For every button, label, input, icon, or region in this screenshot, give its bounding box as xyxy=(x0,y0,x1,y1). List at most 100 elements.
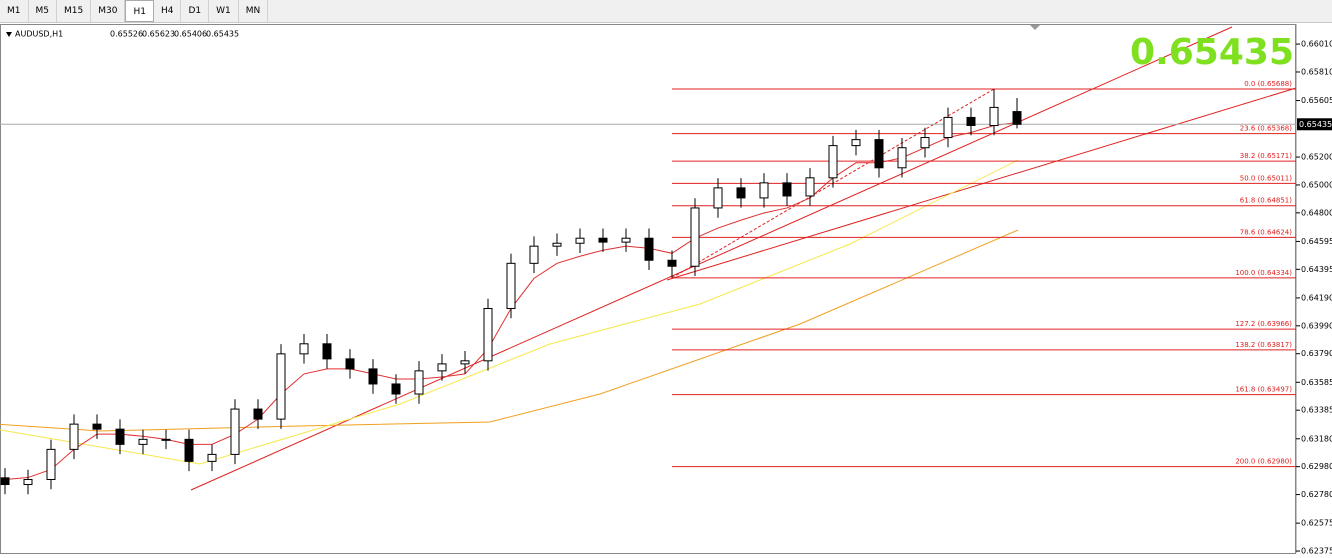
y-tick-label: 0.62980 xyxy=(1301,462,1332,471)
candle-body xyxy=(690,207,700,267)
timeframe-tab[interactable]: W1 xyxy=(209,0,239,22)
timeframe-tab[interactable]: D1 xyxy=(181,0,210,22)
y-tick-label: 0.62780 xyxy=(1301,490,1332,499)
candle-body xyxy=(230,408,240,455)
y-tick-label: 0.64595 xyxy=(1301,237,1332,246)
candle-body xyxy=(828,145,838,179)
candle-body xyxy=(253,408,263,420)
timeframe-tab[interactable]: H4 xyxy=(154,0,182,22)
fib-label: 38.2 (0.65171) xyxy=(1240,152,1292,160)
plot-frame xyxy=(0,24,1296,554)
ohlc-high: 0.65623 xyxy=(142,30,175,39)
timeframe-tab[interactable]: M1 xyxy=(0,0,29,22)
fib-label: 78.6 (0.64624) xyxy=(1240,228,1292,236)
candle-body xyxy=(1012,111,1022,125)
candle-body xyxy=(115,428,125,445)
chart: AUDUSD,H1 0.65526 0.65623 0.65406 0.6543… xyxy=(0,24,1332,556)
candle-body xyxy=(851,139,861,147)
fib-label: 138.2 (0.63817) xyxy=(1235,341,1292,349)
mid-ma-line xyxy=(0,159,1019,465)
y-tick-label: 0.62575 xyxy=(1301,519,1332,528)
y-tick-label: 0.63180 xyxy=(1301,434,1332,443)
candle-body xyxy=(276,353,286,420)
y-tick-label: 0.65810 xyxy=(1301,67,1332,76)
fib-label: 161.8 (0.63497) xyxy=(1235,386,1292,394)
candle-body xyxy=(598,237,608,243)
trend-line xyxy=(190,26,1233,491)
candle-body xyxy=(989,106,999,127)
candle-body xyxy=(414,370,424,395)
y-tick-label: 0.66010 xyxy=(1301,40,1332,49)
candle-body xyxy=(782,182,792,197)
fib-label: 50.0 (0.65011) xyxy=(1240,174,1292,182)
candle-body xyxy=(460,360,470,365)
ohlc-low: 0.65406 xyxy=(174,30,207,39)
timeframe-tab[interactable]: M15 xyxy=(57,0,92,22)
candle-body xyxy=(920,137,930,149)
fib-label: 23.6 (0.65368) xyxy=(1240,125,1292,133)
ohlc-close: 0.65435 xyxy=(206,30,239,39)
candle-body xyxy=(184,438,194,462)
candle-body xyxy=(552,242,562,247)
candle-body xyxy=(667,259,677,267)
candle-body xyxy=(713,187,723,209)
timeframe-tab[interactable]: M5 xyxy=(29,0,57,22)
candle-body xyxy=(529,245,539,264)
candle-body xyxy=(207,453,217,462)
y-tick-label: 0.63790 xyxy=(1301,349,1332,358)
candle-body xyxy=(621,237,631,243)
y-tick-label: 0.63585 xyxy=(1301,378,1332,387)
candle-body xyxy=(345,358,355,370)
y-tick-label: 0.64190 xyxy=(1301,293,1332,302)
y-tick-label: 0.65605 xyxy=(1301,96,1332,105)
current-price-label: 0.65435 xyxy=(1299,120,1332,129)
symbol-arrow xyxy=(6,32,12,37)
timeframe-tab[interactable]: M30 xyxy=(91,0,126,22)
candle-body xyxy=(23,479,33,486)
candle-body xyxy=(138,438,148,445)
candle-body xyxy=(92,423,102,430)
symbol: AUDUSD,H1 xyxy=(15,30,63,39)
current-price-box xyxy=(1297,118,1332,131)
timeframe-tab[interactable]: H1 xyxy=(125,0,154,22)
candle-body xyxy=(161,438,171,441)
candle-body xyxy=(897,147,907,169)
candle-body xyxy=(644,237,654,261)
candle-body xyxy=(506,262,516,310)
y-tick-label: 0.63385 xyxy=(1301,406,1332,415)
fib-label: 0.0 (0.65688) xyxy=(1244,80,1292,88)
y-tick-label: 0.64395 xyxy=(1301,265,1332,274)
trend-line xyxy=(666,87,1297,281)
candle-body xyxy=(0,477,10,486)
timeframe-tab[interactable]: MN xyxy=(239,0,269,22)
candle-body xyxy=(483,308,493,362)
y-tick-label: 0.63990 xyxy=(1301,321,1332,330)
candle-body xyxy=(943,116,953,139)
candle-body xyxy=(736,187,746,199)
candle-body xyxy=(805,177,815,197)
candle-body xyxy=(368,368,378,385)
candle-body xyxy=(299,343,309,355)
y-tick-label: 0.65000 xyxy=(1301,180,1332,189)
y-tick-label: 0.65200 xyxy=(1301,153,1332,162)
candle-body xyxy=(575,237,585,244)
ohlc-open: 0.65526 xyxy=(110,30,143,39)
candle-body xyxy=(874,139,884,169)
fib-label: 100.0 (0.64334) xyxy=(1235,269,1292,277)
shift-marker xyxy=(1030,25,1040,30)
candle-body xyxy=(966,116,976,127)
candle-body xyxy=(391,383,401,395)
candle-body xyxy=(46,448,56,481)
y-tick-label: 0.62375 xyxy=(1301,547,1332,556)
fib-label: 127.2 (0.63966) xyxy=(1235,320,1292,328)
big-price: 0.65435 xyxy=(1130,32,1294,73)
slow-ma-line xyxy=(0,229,1019,432)
candle-body xyxy=(759,182,769,199)
candle-body xyxy=(69,423,79,450)
fib-label: 200.0 (0.62980) xyxy=(1235,458,1292,466)
y-tick-label: 0.64800 xyxy=(1301,208,1332,217)
candle-body xyxy=(322,343,332,360)
timeframe-toolbar: M1 M5 M15 M30 H1 H4 D1 W1 MN xyxy=(0,0,1332,23)
fib-label: 61.8 (0.64851) xyxy=(1240,197,1292,205)
